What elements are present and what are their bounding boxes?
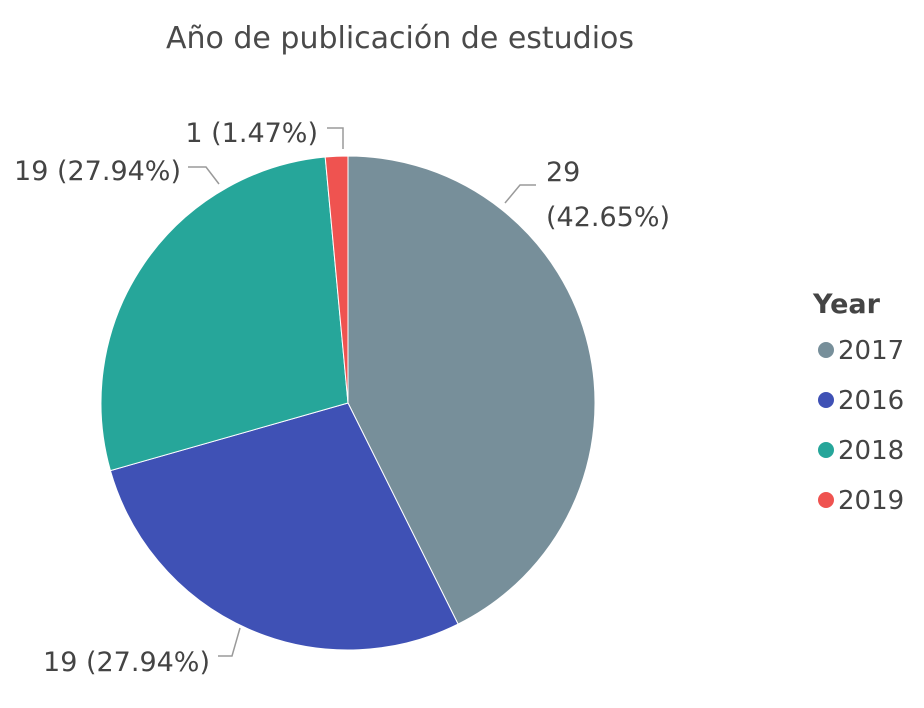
data-label-2017: 29 — [546, 157, 580, 188]
pie-slices — [100, 155, 596, 651]
legend-marker-2017 — [818, 342, 834, 358]
legend-label-2018: 2018 — [838, 436, 904, 466]
legend-marker-2016 — [818, 392, 834, 408]
data-label-2016: 19 (27.94%) — [43, 647, 210, 678]
leader-line-2017 — [504, 184, 536, 204]
data-labels: 29(42.65%)19 (27.94%)19 (27.94%)1 (1.47%… — [14, 118, 670, 678]
legend-label-2017: 2017 — [838, 336, 904, 366]
leader-line-2016 — [218, 627, 241, 657]
leader-line-2018 — [188, 166, 220, 185]
legend-marker-2018 — [818, 442, 834, 458]
leader-line-2019 — [327, 127, 344, 149]
data-label-2018: 19 (27.94%) — [14, 156, 181, 187]
chart-title: Año de publicación de estudios — [166, 21, 634, 56]
pie-slice-2019 — [324, 155, 349, 404]
legend-label-2016: 2016 — [838, 386, 904, 416]
legend: Year 2017 2016 2018 2019 — [812, 289, 904, 516]
legend-title: Year — [812, 289, 881, 320]
data-label-2019: 1 (1.47%) — [185, 118, 318, 149]
pie-slice-2018 — [100, 156, 349, 472]
pie-slice-2016 — [109, 402, 459, 651]
legend-label-2019: 2019 — [838, 486, 904, 516]
data-label-2017-line2: (42.65%) — [546, 202, 670, 233]
legend-marker-2019 — [818, 492, 834, 508]
pie-slice-2017 — [347, 155, 596, 625]
